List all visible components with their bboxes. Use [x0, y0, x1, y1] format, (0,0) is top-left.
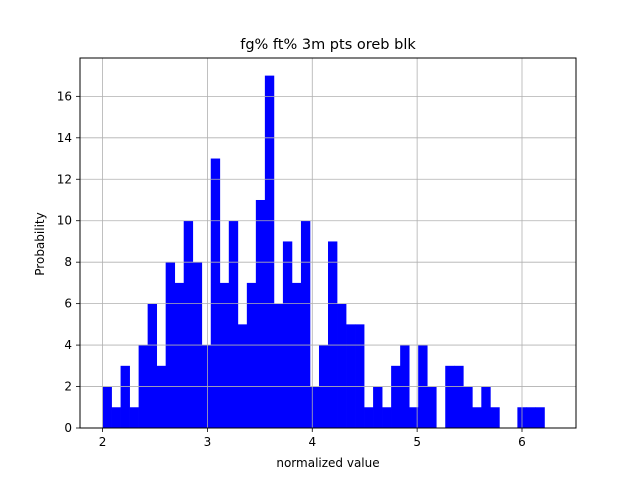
x-axis-title: normalized value — [276, 456, 379, 470]
histogram-bar — [373, 386, 383, 428]
histogram-bar — [346, 324, 356, 428]
histogram-bar — [337, 303, 347, 428]
histogram-bar — [535, 407, 545, 428]
histogram-bar — [210, 158, 221, 428]
x-tick-label: 4 — [308, 435, 316, 449]
x-tick-label: 5 — [413, 435, 421, 449]
histogram-bar — [427, 386, 437, 428]
histogram-bar — [111, 407, 121, 428]
histogram-bar — [382, 407, 392, 428]
histogram-bar — [255, 199, 266, 428]
histogram-bar — [391, 365, 401, 428]
histogram-bar — [282, 241, 293, 428]
histogram-bar — [463, 386, 473, 428]
histogram-bar — [409, 407, 419, 428]
x-tick-label: 3 — [204, 435, 212, 449]
y-tick-label: 0 — [64, 421, 72, 435]
histogram-bar — [102, 386, 112, 428]
histogram-bar — [364, 407, 374, 428]
y-tick-label: 14 — [57, 131, 72, 145]
histogram-bar — [355, 324, 365, 428]
y-tick-label: 10 — [57, 214, 72, 228]
y-tick-label: 4 — [64, 338, 72, 352]
y-tick-label: 16 — [57, 89, 72, 103]
grid-lines — [80, 58, 576, 429]
y-axis-title: Probability — [33, 212, 47, 275]
y-axis-ticks: 0 2 4 6 8 10 12 14 16 — [57, 89, 80, 435]
histogram-bar — [526, 407, 536, 428]
histogram-bar — [174, 282, 185, 428]
chart-title: fg% ft% 3m pts oreb blk — [240, 37, 416, 53]
plot-frame — [79, 57, 577, 429]
histogram-bar — [156, 365, 167, 428]
histogram-bar — [237, 324, 248, 428]
histogram-bar — [129, 407, 139, 428]
x-tick-label: 6 — [518, 435, 526, 449]
histogram-bar — [472, 407, 482, 428]
y-tick-label: 6 — [64, 297, 72, 311]
x-tick-label: 2 — [99, 435, 107, 449]
histogram-bar — [228, 220, 239, 428]
y-tick-label: 2 — [64, 380, 72, 394]
y-tick-label: 8 — [64, 255, 72, 269]
histogram-bar — [183, 220, 194, 428]
histogram-bar — [273, 303, 284, 428]
histogram-bar — [445, 365, 455, 428]
histogram-bar — [120, 365, 130, 428]
histogram-bar — [219, 282, 230, 428]
histogram-bar — [264, 75, 275, 429]
histogram-bar — [300, 220, 311, 428]
histogram-bar — [328, 241, 338, 428]
histogram-bar — [309, 386, 320, 428]
histogram-bar — [490, 407, 500, 428]
histogram-bar — [291, 282, 302, 428]
histogram-bar — [246, 282, 257, 428]
histogram-bar — [454, 365, 464, 428]
x-axis-ticks: 2 3 4 5 6 — [99, 428, 526, 449]
histogram-bar — [147, 303, 158, 428]
y-tick-label: 12 — [57, 172, 72, 186]
histogram-bar — [481, 386, 491, 428]
